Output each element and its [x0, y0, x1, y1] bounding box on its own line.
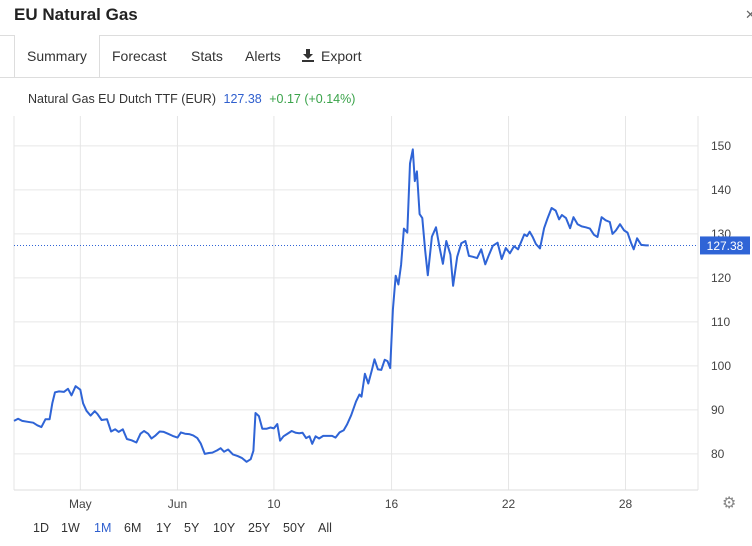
- last-price-badge: [700, 236, 750, 255]
- range-1w[interactable]: 1W: [61, 521, 80, 535]
- tab-export-label: Export: [321, 48, 362, 64]
- range-1d[interactable]: 1D: [33, 521, 49, 535]
- tab-alerts[interactable]: Alerts: [245, 36, 281, 76]
- tab-summary-label: Summary: [27, 48, 87, 64]
- last-price: 127.38: [223, 92, 262, 106]
- range-25y[interactable]: 25Y: [248, 521, 271, 535]
- page-title: EU Natural Gas: [14, 5, 138, 24]
- x-tick-label: 10: [267, 497, 281, 511]
- range-5y[interactable]: 5Y: [184, 521, 200, 535]
- range-1y[interactable]: 1Y: [156, 521, 172, 535]
- y-tick-label: 80: [711, 447, 725, 461]
- price-series-line: [13, 148, 649, 463]
- y-tick-label: 150: [711, 139, 731, 153]
- y-tick-label: 110: [711, 315, 730, 329]
- y-tick-label: 140: [711, 183, 731, 197]
- tab-stats[interactable]: Stats: [191, 36, 223, 76]
- x-tick-label: 22: [502, 497, 516, 511]
- last-price-badge-label: 127.38: [707, 239, 744, 253]
- tab-forecast-label: Forecast: [112, 48, 167, 64]
- range-all[interactable]: All: [318, 521, 332, 535]
- x-tick-label: Jun: [168, 497, 187, 511]
- y-tick-label: 120: [711, 271, 731, 285]
- tab-forecast[interactable]: Forecast: [112, 36, 166, 76]
- download-icon: [302, 49, 314, 62]
- range-10y[interactable]: 10Y: [213, 521, 236, 535]
- quote-line: Natural Gas EU Dutch TTF (EUR) 127.38 +0…: [28, 92, 355, 106]
- range-6m[interactable]: 6M: [124, 521, 142, 535]
- tab-summary[interactable]: Summary: [14, 35, 100, 77]
- tab-export[interactable]: Export: [301, 36, 361, 76]
- instrument-name: Natural Gas EU Dutch TTF (EUR): [28, 92, 217, 106]
- gear-icon[interactable]: ⚙: [722, 495, 737, 512]
- x-tick-label: 16: [385, 497, 399, 511]
- range-50y[interactable]: 50Y: [283, 521, 306, 535]
- price-change: +0.17 (+0.14%): [269, 92, 356, 106]
- tab-stats-label: Stats: [191, 48, 223, 64]
- close-icon[interactable]: ✕: [745, 7, 752, 22]
- tab-alerts-label: Alerts: [245, 48, 281, 64]
- x-tick-label: May: [69, 497, 92, 511]
- tab-bar: Summary Forecast Stats Alerts Export: [0, 35, 752, 78]
- range-1m[interactable]: 1M: [94, 521, 112, 535]
- y-tick-label: 90: [711, 403, 725, 417]
- y-tick-label: 100: [711, 359, 731, 373]
- x-tick-label: 28: [619, 497, 633, 511]
